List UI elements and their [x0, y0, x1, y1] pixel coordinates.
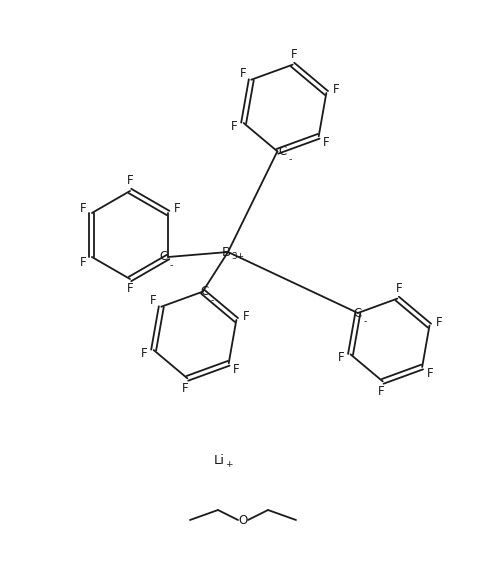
Text: F: F: [332, 83, 339, 96]
Text: F: F: [141, 347, 148, 360]
Text: Li: Li: [214, 454, 225, 466]
Text: F: F: [243, 310, 249, 323]
Text: +: +: [225, 460, 232, 469]
Text: -: -: [169, 261, 173, 270]
Text: F: F: [127, 174, 133, 188]
Text: F: F: [150, 294, 157, 307]
Text: F: F: [182, 382, 189, 395]
Text: F: F: [378, 385, 384, 398]
Text: -: -: [210, 296, 214, 305]
Text: O: O: [238, 514, 248, 527]
Text: F: F: [80, 256, 87, 269]
Text: -: -: [364, 317, 367, 326]
Text: F: F: [174, 202, 180, 215]
Text: F: F: [291, 48, 298, 61]
Text: F: F: [231, 120, 238, 133]
Text: F: F: [80, 202, 87, 215]
Text: C: C: [278, 145, 286, 158]
Text: F: F: [127, 283, 133, 296]
Text: C: C: [201, 285, 209, 298]
Text: F: F: [323, 136, 330, 149]
Text: F: F: [240, 67, 247, 80]
Text: F: F: [396, 282, 402, 295]
Text: F: F: [338, 351, 345, 364]
Text: F: F: [233, 363, 240, 376]
Text: C: C: [159, 251, 167, 264]
Text: -: -: [288, 155, 292, 164]
Text: 3+: 3+: [231, 252, 244, 261]
Text: C: C: [354, 306, 362, 320]
Text: F: F: [435, 316, 442, 329]
Text: F: F: [427, 367, 433, 380]
Text: B: B: [222, 246, 231, 259]
